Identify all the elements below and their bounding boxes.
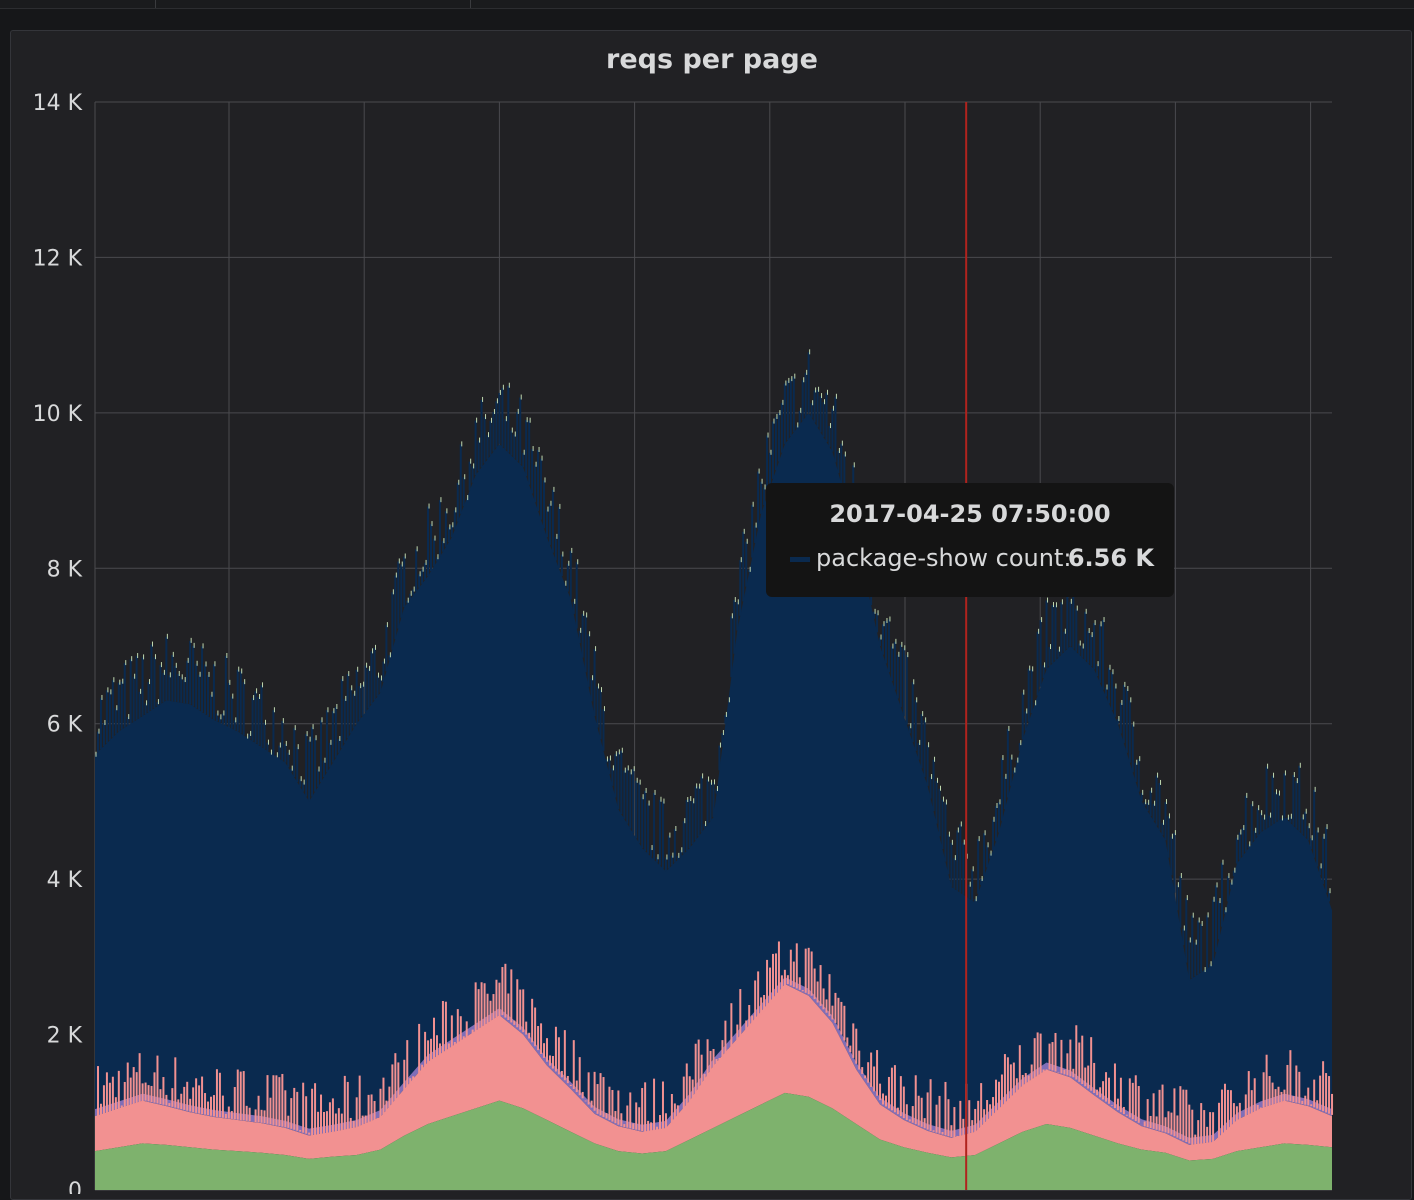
y-tick-label: 14 K xyxy=(33,91,83,116)
y-axis-ticks: 0 2 K 4 K 6 K 8 K 10 K 12 K 14 K xyxy=(33,91,83,1194)
area-green xyxy=(95,1092,1332,1190)
area-pink xyxy=(95,984,1332,1161)
y-tick-label: 4 K xyxy=(47,868,83,893)
tooltip-time: 2017-04-25 07:50:00 xyxy=(829,500,1111,528)
tooltip-value: 6.56 K xyxy=(1067,544,1154,572)
panel-title[interactable]: reqs per page xyxy=(606,44,818,75)
toolbar-segment[interactable] xyxy=(156,0,471,8)
tooltip-series-name: package-show count: xyxy=(816,544,1072,572)
series-color-swatch xyxy=(790,557,810,562)
y-tick-label: 10 K xyxy=(33,402,83,427)
y-tick-label: 12 K xyxy=(33,246,83,271)
area-package-show xyxy=(95,412,1332,1138)
stacked-areas xyxy=(94,349,1334,1190)
toolbar-segment[interactable] xyxy=(0,0,156,8)
y-tick-label: 2 K xyxy=(47,1024,83,1049)
y-tick-label: 0 xyxy=(68,1179,82,1194)
hover-tooltip: 2017-04-25 07:50:00 package-show count: … xyxy=(766,483,1174,597)
y-tick-label: 8 K xyxy=(47,557,83,582)
top-toolbar xyxy=(0,0,1414,9)
y-tick-label: 6 K xyxy=(47,713,83,738)
